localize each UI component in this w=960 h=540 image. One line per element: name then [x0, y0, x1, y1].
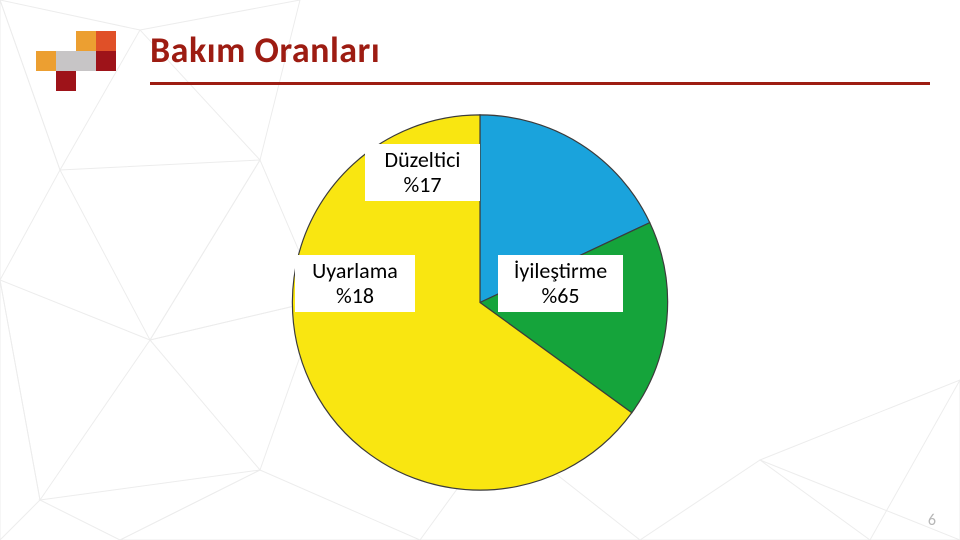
pie-label-iyilestirme: İyileştirme%65 [498, 255, 623, 312]
pie-label-duzeltici: Düzeltici%17 [365, 144, 480, 201]
logo-block [36, 31, 131, 91]
pie-chart: Düzeltici%17 Uyarlama%18 İyileştirme%65 [250, 105, 710, 500]
page-number: 6 [928, 511, 936, 530]
pie-label-uyarlama: Uyarlama%18 [295, 255, 415, 312]
page-title: Bakım Oranları [150, 28, 380, 72]
title-underline [150, 82, 930, 85]
